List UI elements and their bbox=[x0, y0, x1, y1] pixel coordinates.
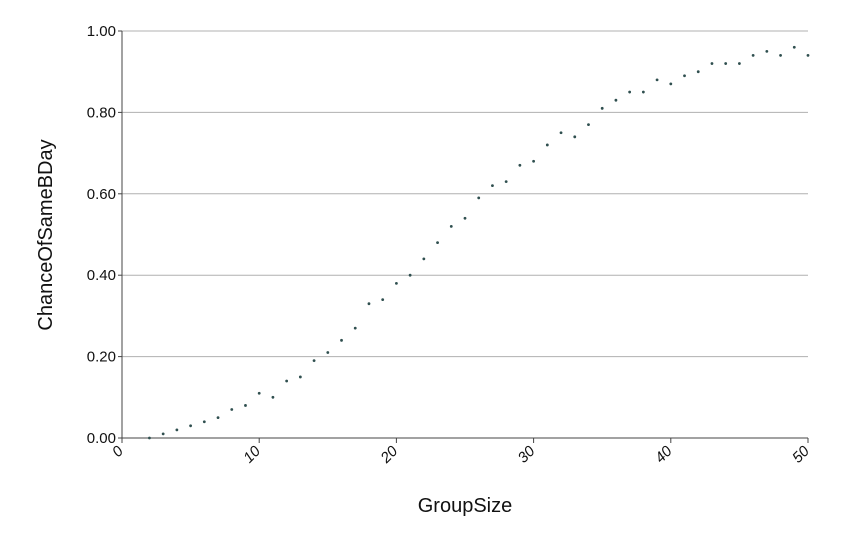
point bbox=[724, 62, 728, 65]
point bbox=[161, 432, 165, 436]
point bbox=[449, 224, 453, 228]
point bbox=[202, 420, 206, 424]
x-tick-label: 40 bbox=[652, 442, 676, 466]
point bbox=[792, 45, 796, 49]
point bbox=[422, 257, 426, 261]
point bbox=[298, 375, 302, 379]
point bbox=[148, 436, 151, 440]
point bbox=[477, 196, 481, 200]
point bbox=[655, 78, 659, 82]
point bbox=[532, 159, 535, 163]
point bbox=[738, 62, 741, 65]
point bbox=[504, 180, 508, 183]
x-tick-label: 0 bbox=[109, 442, 127, 460]
x-tick-label: 10 bbox=[240, 442, 264, 466]
point bbox=[559, 131, 563, 135]
point bbox=[340, 338, 343, 342]
x-tick-label: 30 bbox=[515, 442, 539, 466]
point bbox=[779, 54, 782, 57]
point bbox=[216, 416, 220, 420]
point bbox=[381, 298, 385, 302]
point bbox=[244, 404, 247, 407]
point bbox=[326, 351, 330, 354]
point bbox=[436, 241, 439, 245]
point bbox=[395, 281, 398, 285]
x-tick-label: 20 bbox=[377, 442, 402, 467]
x-tick-label: 50 bbox=[789, 442, 813, 466]
point bbox=[353, 326, 357, 330]
y-tick-label: 0.40 bbox=[87, 267, 116, 284]
point bbox=[751, 54, 755, 57]
point bbox=[408, 273, 412, 277]
y-tick-label: 0.80 bbox=[87, 104, 116, 121]
point bbox=[463, 216, 467, 220]
point bbox=[271, 395, 275, 399]
y-axis-title: ChanceOfSameBDay bbox=[35, 139, 57, 330]
point bbox=[285, 379, 289, 383]
y-tick-label: 0.60 bbox=[87, 186, 116, 203]
point bbox=[545, 143, 549, 147]
point bbox=[230, 408, 234, 411]
point bbox=[573, 135, 577, 139]
y-tick-label: 0.00 bbox=[87, 430, 116, 447]
y-tick-label: 0.20 bbox=[87, 349, 116, 366]
point bbox=[189, 424, 193, 428]
point bbox=[614, 98, 618, 102]
point bbox=[669, 82, 673, 86]
x-axis-title: GroupSize bbox=[418, 495, 513, 517]
point bbox=[175, 428, 179, 432]
point bbox=[257, 391, 261, 395]
point bbox=[587, 123, 590, 127]
point bbox=[628, 90, 632, 94]
point bbox=[696, 70, 700, 74]
point bbox=[367, 302, 371, 306]
point bbox=[765, 49, 769, 53]
point bbox=[491, 184, 494, 188]
point bbox=[600, 106, 604, 110]
y-tick-label: 1.00 bbox=[87, 23, 116, 40]
point bbox=[683, 74, 686, 78]
point bbox=[518, 163, 522, 167]
point bbox=[641, 90, 645, 94]
point bbox=[806, 54, 810, 57]
point bbox=[312, 359, 316, 363]
point bbox=[710, 62, 714, 65]
